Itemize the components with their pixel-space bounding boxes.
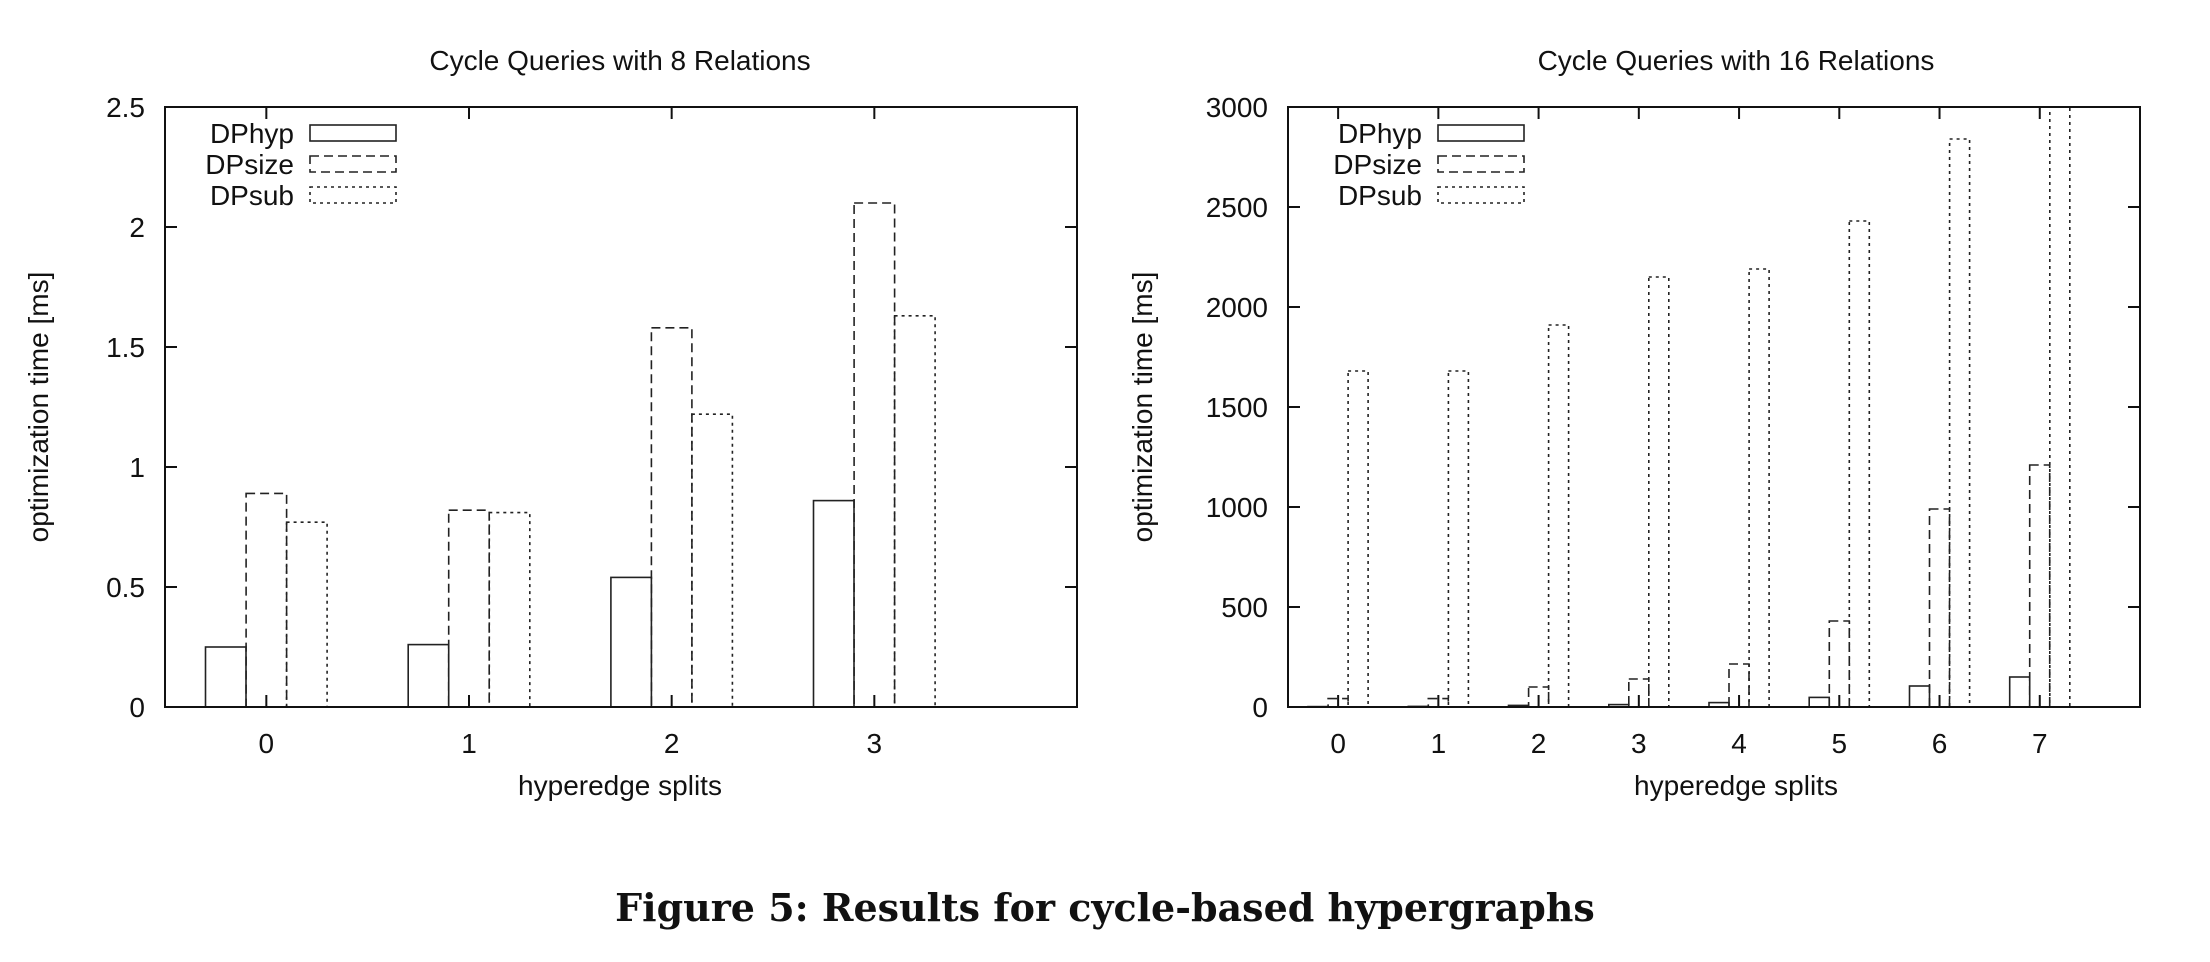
x-tick-label: 2 [1531, 728, 1547, 759]
bar-dpsub-3 [1648, 276, 1670, 708]
bar-dpsub-0 [1347, 370, 1369, 708]
y-tick-label: 0 [129, 692, 145, 723]
bar-dphyp-0 [204, 646, 247, 708]
bar-dphyp-2 [610, 576, 653, 708]
plot-frame-0 [164, 106, 1078, 708]
y-tick-label: 2.5 [106, 92, 145, 123]
bar-dpsub-3 [893, 314, 936, 708]
bar-dphyp-7 [2008, 676, 2031, 708]
bar-dpsize-2 [650, 326, 693, 708]
bar-dpsub-7 [2049, 106, 2071, 708]
y-tick-label: 0 [1252, 692, 1268, 723]
y-tick-label: 1 [129, 452, 145, 483]
y-tick-label: 1500 [1206, 392, 1268, 423]
bar-dpsub-1 [488, 511, 531, 708]
x-tick-label: 3 [1631, 728, 1647, 759]
y-tick-label: 2000 [1206, 292, 1268, 323]
bar-dpsize-7 [2028, 464, 2051, 708]
x-tick-label: 0 [1330, 728, 1346, 759]
legend-label-dphyp: DPhyp [1338, 118, 1422, 149]
legend-swatch-dpsub [1437, 186, 1525, 204]
y-tick-label: 1000 [1206, 492, 1268, 523]
legend-swatch-dphyp [1437, 124, 1525, 142]
y-tick-label: 3000 [1206, 92, 1268, 123]
figure-caption: Figure 5: Results for cycle-based hyperg… [615, 885, 1595, 930]
bar-dpsize-3 [853, 202, 896, 708]
bar-dphyp-6 [1908, 685, 1931, 708]
bar-dpsize-6 [1928, 508, 1951, 708]
y-tick-label: 2500 [1206, 192, 1268, 223]
legend-swatch-dpsub [309, 186, 397, 204]
legend-label-dpsub: DPsub [210, 180, 294, 211]
x-tick-label: 2 [664, 728, 680, 759]
bar-dpsub-2 [691, 413, 734, 708]
x-tick-label: 3 [867, 728, 883, 759]
y-tick-label: 2 [129, 212, 145, 243]
x-axis-label-1: hyperedge splits [1634, 770, 1838, 801]
y-tick-label: 1.5 [106, 332, 145, 363]
x-tick-label: 6 [1932, 728, 1948, 759]
bar-dpsub-5 [1848, 220, 1871, 708]
bar-dpsize-0 [245, 492, 288, 708]
y-axis-label-0: optimization time [ms] [23, 272, 54, 543]
bar-dphyp-1 [407, 643, 450, 708]
legend-swatch-dpsize [309, 155, 397, 173]
x-tick-label: 1 [1431, 728, 1447, 759]
bar-dpsize-5 [1828, 620, 1851, 708]
legend-label-dpsize: DPsize [205, 149, 294, 180]
bar-dpsize-1 [447, 509, 491, 708]
x-tick-label: 0 [259, 728, 275, 759]
y-tick-label: 0.5 [106, 572, 145, 603]
bar-dpsub-6 [1948, 138, 1971, 708]
x-tick-label: 1 [461, 728, 477, 759]
y-tick-label: 500 [1221, 592, 1268, 623]
legend-swatch-dphyp [309, 124, 397, 142]
bar-dpsub-4 [1748, 268, 1770, 708]
x-axis-label-0: hyperedge splits [518, 770, 722, 801]
bar-dphyp-3 [812, 499, 855, 708]
y-axis-label-1: optimization time [ms] [1127, 272, 1158, 543]
legend-label-dphyp: DPhyp [210, 118, 294, 149]
x-tick-label: 4 [1731, 728, 1747, 759]
legend-label-dpsize: DPsize [1333, 149, 1422, 180]
bar-dpsub-0 [285, 521, 328, 708]
legend-swatch-dpsize [1437, 155, 1525, 173]
bar-dphyp-5 [1808, 696, 1830, 708]
x-tick-label: 5 [1832, 728, 1848, 759]
chart-title-0: Cycle Queries with 8 Relations [429, 45, 810, 76]
bar-dpsub-1 [1447, 370, 1470, 708]
chart-title-1: Cycle Queries with 16 Relations [1538, 45, 1935, 76]
x-tick-label: 7 [2032, 728, 2048, 759]
bar-dpsub-2 [1547, 324, 1570, 708]
legend-label-dpsub: DPsub [1338, 180, 1422, 211]
